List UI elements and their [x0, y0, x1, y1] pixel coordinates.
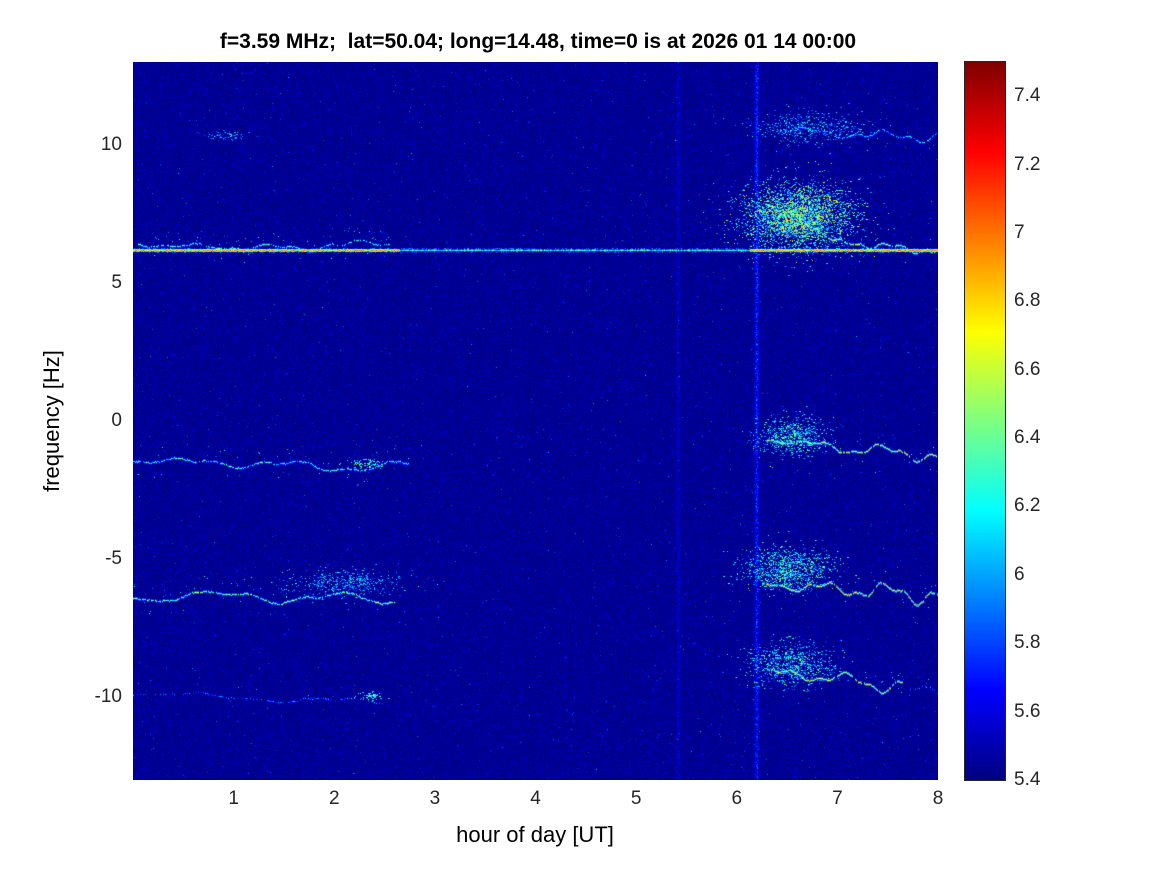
x-tick-label: 1	[228, 788, 239, 809]
x-tick-label: 7	[832, 788, 843, 809]
colorbar-tick-label: 6.6	[1014, 358, 1041, 380]
x-tick-label: 2	[328, 788, 340, 809]
colorbar-tick-label: 5.8	[1014, 632, 1041, 654]
colorbar-tick-label: 7.4	[1014, 85, 1041, 107]
colorbar-tick-label: 5.6	[1014, 700, 1041, 722]
colorbar	[964, 61, 1006, 781]
colorbar-tick-label: 6.2	[1014, 495, 1041, 517]
x-tick-label: 8	[932, 788, 944, 809]
x-tick-label: 4	[530, 788, 541, 809]
colorbar-tick-label: 6.4	[1014, 427, 1041, 449]
y-axis-label: frequency [Hz]	[39, 350, 64, 492]
x-tick-label: 5	[630, 788, 642, 809]
chart-title: f=3.59 MHz; lat=50.04; long=14.48, time=…	[219, 30, 857, 53]
y-tick-label: 5	[111, 271, 122, 293]
colorbar-tick-label: 6	[1014, 563, 1025, 585]
y-tick-label: 10	[100, 133, 122, 155]
colorbar-tick-label: 7	[1014, 221, 1025, 243]
colorbar-tick-label: 7.2	[1014, 153, 1041, 175]
y-tick-label: -10	[94, 686, 122, 708]
x-tick-label: 6	[731, 788, 743, 809]
colorbar-tick-label: 5.4	[1014, 769, 1041, 790]
x-axis-label: hour of day [UT]	[456, 822, 614, 847]
y-tick-label: -5	[105, 548, 122, 570]
colorbar-tick-label: 6.8	[1014, 290, 1041, 312]
y-tick-label: 0	[111, 410, 122, 431]
x-tick-label: 3	[429, 788, 441, 809]
spectrogram-canvas	[133, 62, 938, 780]
